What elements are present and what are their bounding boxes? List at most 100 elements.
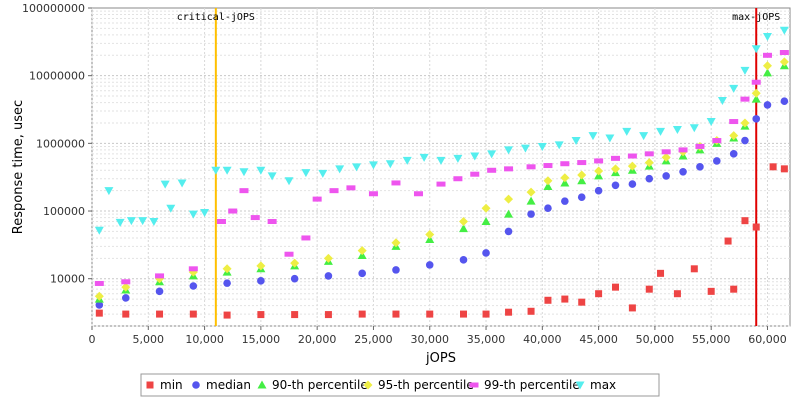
data-point: [713, 157, 721, 165]
data-point: [543, 163, 553, 169]
data-point: [622, 127, 632, 136]
data-point: [250, 215, 260, 221]
data-point: [470, 152, 480, 161]
data-point: [436, 156, 446, 165]
data-point: [392, 310, 400, 318]
data-point: [578, 298, 586, 306]
data-point: [459, 217, 469, 227]
data-point: [470, 171, 480, 177]
data-point: [752, 115, 761, 123]
data-point: [561, 295, 569, 303]
data-point: [526, 164, 536, 170]
data-point: [223, 311, 231, 319]
data-point: [413, 191, 423, 197]
data-point: [216, 219, 226, 225]
x-tick-label: 10,000: [185, 333, 224, 346]
data-point: [189, 282, 198, 290]
data-point: [537, 142, 547, 151]
x-tick-label: 45,000: [579, 333, 618, 346]
data-point: [392, 266, 400, 274]
x-tick-label: 0: [89, 333, 96, 346]
data-point: [628, 180, 637, 188]
data-point: [679, 167, 687, 176]
series-90-th-percentile: [94, 61, 789, 303]
data-point: [717, 96, 727, 105]
x-tick-label: 55,000: [692, 333, 731, 346]
legend-label: 90-th percentile: [272, 378, 368, 392]
series-99-th-percentile: [94, 50, 789, 286]
data-point: [239, 168, 249, 177]
legend-box: [140, 373, 660, 397]
x-tick-label: 40,000: [523, 333, 562, 346]
data-point: [425, 229, 435, 239]
data-point: [290, 274, 299, 283]
data-point: [95, 309, 103, 317]
data-point: [751, 45, 761, 54]
data-point: [780, 97, 789, 105]
data-point: [741, 136, 749, 145]
x-axis-title: jOPS: [425, 351, 456, 366]
legend-swatch: [363, 380, 373, 390]
data-point: [188, 266, 198, 272]
data-point: [453, 176, 463, 182]
data-point: [628, 304, 636, 312]
data-point: [526, 196, 536, 205]
data-point: [689, 124, 699, 133]
data-point: [577, 176, 587, 185]
data-point: [678, 147, 688, 153]
data-point: [544, 296, 552, 304]
legend-swatch: [575, 381, 585, 390]
data-point: [94, 280, 104, 286]
data-point: [155, 287, 164, 296]
data-point: [481, 203, 491, 213]
annotation-label: max-jOPS: [732, 12, 780, 23]
x-tick-label: 30,000: [410, 333, 449, 346]
grid-lines: [91, 8, 790, 327]
data-point: [644, 151, 654, 157]
data-point: [155, 273, 165, 279]
data-points: [94, 26, 789, 319]
data-point: [729, 84, 739, 93]
data-point: [780, 165, 788, 173]
data-point: [324, 311, 332, 319]
data-point: [762, 61, 772, 71]
data-point: [729, 119, 739, 125]
data-point: [312, 196, 322, 202]
y-tick-label: 100000000: [22, 2, 85, 15]
data-point: [188, 210, 198, 219]
data-point: [560, 161, 570, 167]
data-point: [504, 209, 514, 218]
series-min: [95, 163, 788, 319]
data-point: [661, 149, 671, 155]
y-tick-label: 10000: [50, 273, 85, 286]
data-point: [122, 310, 130, 318]
data-point: [284, 251, 294, 257]
data-point: [729, 131, 739, 141]
data-point: [751, 88, 761, 98]
data-point: [527, 307, 535, 315]
data-point: [690, 265, 698, 273]
data-point: [95, 301, 104, 309]
data-point: [762, 68, 772, 77]
data-point: [594, 186, 603, 195]
data-point: [426, 310, 434, 318]
data-point: [453, 154, 463, 163]
data-point: [504, 166, 514, 172]
data-point: [222, 264, 232, 274]
data-point: [594, 166, 604, 176]
data-point: [656, 127, 666, 136]
data-point: [290, 258, 300, 268]
series-median: [95, 97, 789, 309]
data-point: [712, 138, 722, 144]
data-point: [672, 126, 682, 135]
data-point: [779, 50, 789, 56]
legend-swatch: [192, 381, 200, 389]
data-point: [121, 294, 130, 302]
y-tick-label: 10000000: [29, 70, 85, 83]
legend-label: 99-th percentile: [484, 378, 580, 392]
data-point: [762, 32, 772, 41]
data-point: [256, 261, 266, 271]
data-point: [459, 256, 468, 264]
data-point: [267, 172, 277, 181]
